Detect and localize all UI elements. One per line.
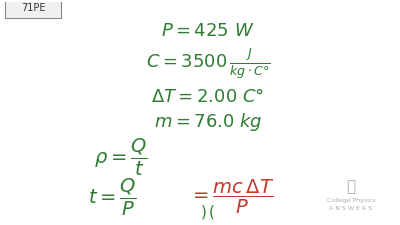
Text: $) \, ($: $) \, ($ bbox=[200, 203, 216, 221]
Text: College Physics
A N S W E R S: College Physics A N S W E R S bbox=[327, 198, 375, 211]
Text: $= \dfrac{mc\,\Delta T}{P}$: $= \dfrac{mc\,\Delta T}{P}$ bbox=[189, 178, 274, 216]
Text: 🎓: 🎓 bbox=[346, 180, 356, 195]
Text: $t = \dfrac{Q}{P}$: $t = \dfrac{Q}{P}$ bbox=[88, 176, 137, 218]
Text: $m = 76.0 \ kg$: $m = 76.0 \ kg$ bbox=[154, 111, 262, 133]
Text: $\rho = \dfrac{Q}{t}$: $\rho = \dfrac{Q}{t}$ bbox=[94, 137, 147, 178]
Text: $P = 425 \ W$: $P = 425 \ W$ bbox=[161, 22, 255, 40]
Text: 71PE: 71PE bbox=[21, 3, 46, 13]
FancyBboxPatch shape bbox=[5, 0, 61, 18]
Text: $\Delta T = 2.00 \ C°$: $\Delta T = 2.00 \ C°$ bbox=[151, 88, 264, 106]
Text: $C = 3500 \, \frac{J}{kg \cdot C°}$: $C = 3500 \, \frac{J}{kg \cdot C°}$ bbox=[146, 47, 270, 81]
